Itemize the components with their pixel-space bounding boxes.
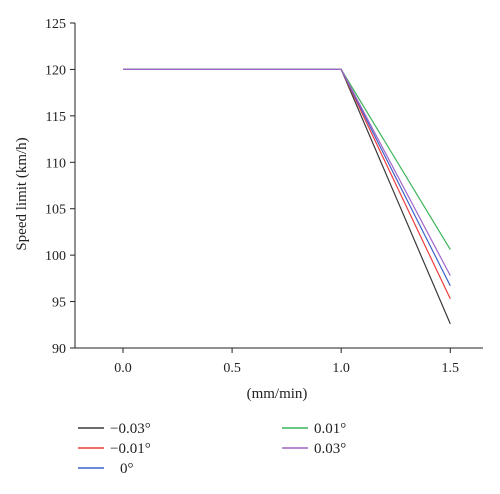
ticks-layer: 90 95 100 105 110 115 120 125 0.0 0.5 1.0 1.5 — [45, 17, 459, 376]
plot-frame — [74, 23, 483, 349]
legend-label: 0.03° — [314, 441, 346, 457]
x-axis-label: (mm/min) — [247, 386, 308, 402]
y-tick-label: 100 — [45, 249, 66, 264]
x-tick-label: 1.0 — [332, 361, 350, 376]
series-line-3 — [123, 68, 451, 250]
legend-label: −0.03° — [110, 421, 151, 437]
y-tick-label: 95 — [52, 296, 66, 311]
series-line-2 — [123, 68, 451, 287]
legend-label: −0.01° — [110, 441, 151, 457]
y-tick-label: 105 — [45, 203, 66, 218]
y-tick-label: 110 — [46, 156, 66, 171]
series-line-1 — [123, 68, 451, 300]
x-tick-label: 0.0 — [114, 361, 132, 376]
legend: −0.03° −0.01° 0° 0.01° 0.03° — [78, 421, 346, 477]
y-tick-label: 90 — [52, 342, 66, 357]
x-tick-label: 1.5 — [442, 361, 460, 376]
y-tick-label: 120 — [45, 63, 66, 78]
x-tick-label: 0.5 — [223, 361, 241, 376]
y-axis-label: Speed limit (km/h) — [14, 137, 30, 250]
legend-label: 0° — [120, 461, 134, 477]
y-tick-label: 115 — [46, 110, 66, 125]
series-layer — [123, 68, 451, 325]
legend-label: 0.01° — [314, 421, 346, 437]
series-line-4 — [123, 68, 451, 276]
y-tick-label: 125 — [45, 17, 66, 32]
